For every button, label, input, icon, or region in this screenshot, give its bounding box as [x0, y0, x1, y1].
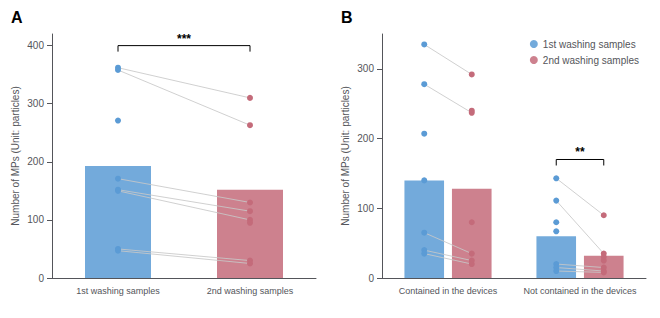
svg-text:2nd washing samples: 2nd washing samples	[543, 55, 639, 66]
svg-text:400: 400	[27, 40, 44, 51]
svg-text:B: B	[341, 9, 353, 26]
svg-text:***: ***	[177, 32, 191, 46]
svg-text:200: 200	[357, 133, 374, 144]
svg-text:0: 0	[38, 273, 44, 284]
svg-text:200: 200	[27, 156, 44, 167]
svg-text:2nd washing samples: 2nd washing samples	[207, 286, 294, 296]
svg-text:Number of MPs (Unit: particles: Number of MPs (Unit: particles)	[340, 86, 351, 225]
svg-text:1st washing samples: 1st washing samples	[76, 286, 160, 296]
svg-text:100: 100	[27, 214, 44, 225]
svg-text:Contained in the devices: Contained in the devices	[399, 286, 498, 296]
svg-text:Not contained in the devices: Not contained in the devices	[523, 286, 637, 296]
svg-text:1st washing samples: 1st washing samples	[543, 39, 636, 50]
svg-text:A: A	[11, 9, 23, 26]
svg-text:100: 100	[357, 203, 374, 214]
svg-text:Number of MPs (Unit: particles: Number of MPs (Unit: particles)	[10, 86, 21, 225]
svg-text:**: **	[575, 145, 585, 159]
svg-text:300: 300	[27, 98, 44, 109]
svg-text:0: 0	[368, 273, 374, 284]
svg-text:300: 300	[357, 63, 374, 74]
